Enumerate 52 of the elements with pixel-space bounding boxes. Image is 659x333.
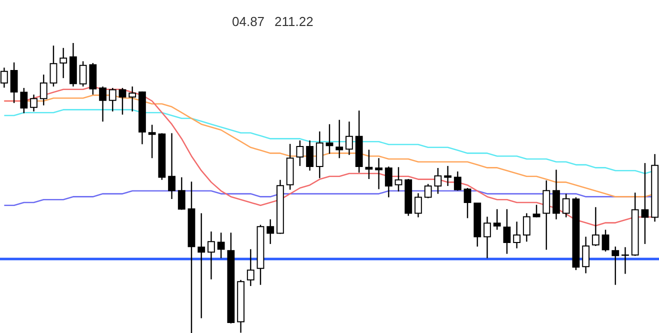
candlestick (375, 158, 382, 190)
text: 04.87 (232, 14, 265, 29)
candlestick (246, 248, 254, 287)
candlestick (178, 176, 186, 210)
candlestick (217, 232, 225, 259)
candlestick (40, 74, 48, 106)
candlestick (10, 62, 18, 104)
candlestick (20, 87, 28, 114)
candlestick (118, 87, 126, 116)
candlestick (326, 124, 334, 154)
candlestick (582, 236, 590, 274)
candlestick (50, 45, 58, 88)
candlestick (296, 140, 304, 167)
candlestick (424, 183, 432, 199)
candlestick (484, 216, 491, 259)
candlestick (30, 94, 38, 112)
candlestick (99, 86, 106, 122)
candlestick (346, 120, 353, 156)
candlestick (592, 206, 600, 247)
candlestick (128, 86, 136, 112)
candlestick (79, 60, 87, 88)
candlestick (503, 208, 511, 254)
candlestick (542, 180, 550, 250)
candlestick (493, 208, 501, 230)
candlestick (622, 246, 629, 274)
candlestick (316, 130, 324, 179)
candlestick (464, 187, 472, 219)
candlestick (414, 192, 422, 218)
candlestick (168, 132, 176, 200)
candlestick (266, 218, 274, 245)
candlestick (444, 165, 452, 187)
candlestick (60, 47, 68, 79)
candlestick (306, 140, 314, 172)
candlestick (513, 221, 521, 249)
candlestick (434, 167, 442, 194)
candlestick (336, 119, 344, 159)
candlestick (522, 212, 530, 242)
candlestick (208, 230, 215, 280)
text: 211.22 (274, 14, 314, 29)
candlestick (454, 170, 462, 192)
candlestick (108, 87, 116, 112)
candlestick (612, 246, 620, 286)
candlestick (602, 229, 610, 252)
candlestick (384, 166, 392, 198)
candlestick (641, 162, 649, 245)
candlestick (365, 149, 373, 180)
candlestick (532, 204, 540, 218)
candlestick (198, 212, 206, 319)
candlestick (394, 166, 402, 192)
candlestick (562, 193, 570, 218)
candlestick (552, 169, 560, 220)
candlestick (148, 124, 156, 159)
